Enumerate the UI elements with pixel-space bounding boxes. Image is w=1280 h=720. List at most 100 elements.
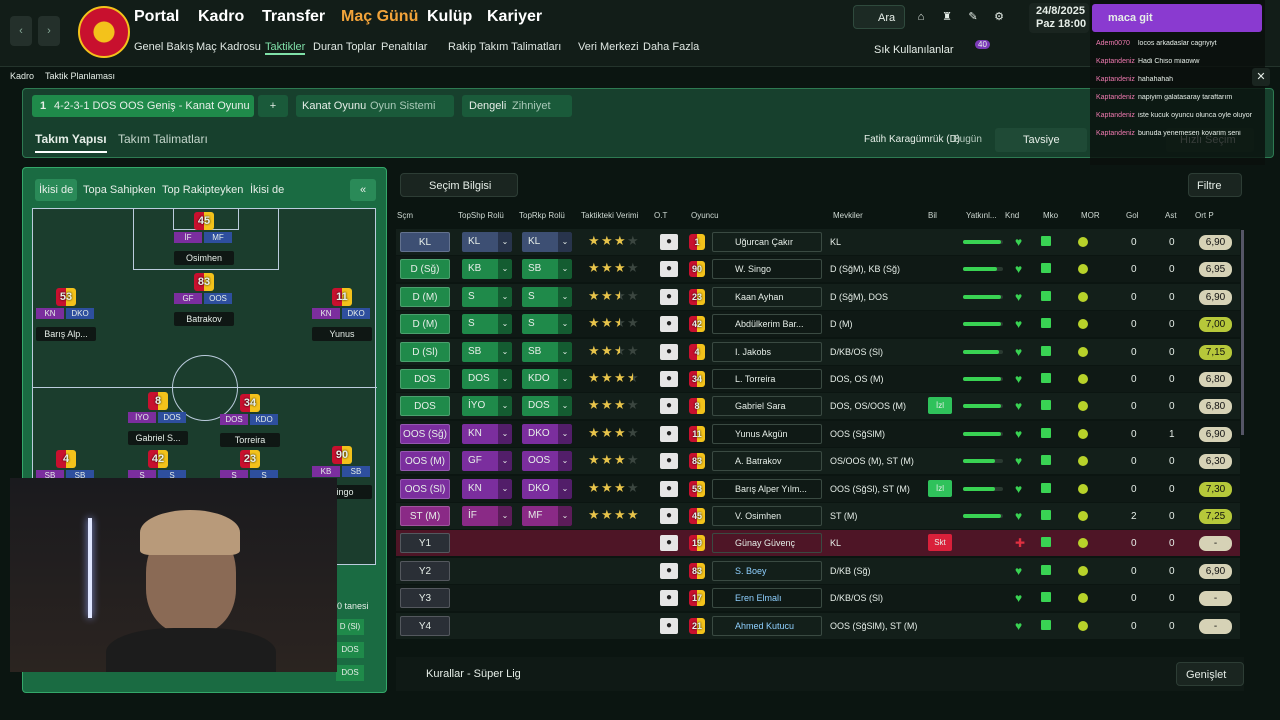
tab[interactable]: Takım Talimatları bbox=[118, 132, 208, 146]
player-icon[interactable]: ● bbox=[660, 480, 678, 497]
player-icon[interactable]: ● bbox=[660, 425, 678, 442]
column-header[interactable]: O.T bbox=[654, 211, 668, 220]
filter-button[interactable]: Filtre bbox=[1188, 173, 1242, 197]
role-select[interactable] bbox=[522, 232, 572, 252]
column-header[interactable]: Knd bbox=[1005, 211, 1020, 220]
selection-badge[interactable]: Y2 bbox=[400, 560, 450, 581]
column-header[interactable]: Bil bbox=[928, 211, 937, 220]
player-name[interactable]: Osimhen bbox=[174, 251, 234, 265]
player-icon[interactable]: ● bbox=[660, 261, 678, 278]
player-name-box[interactable] bbox=[712, 588, 822, 609]
breadcrumb[interactable]: Kadro bbox=[10, 71, 35, 81]
role-select[interactable] bbox=[462, 286, 512, 307]
player-icon[interactable]: ● bbox=[660, 562, 678, 579]
player-name-box[interactable] bbox=[712, 533, 822, 554]
menu-item[interactable]: Kulüp bbox=[427, 8, 473, 25]
selection-badge[interactable]: DOS bbox=[400, 396, 450, 417]
role-select[interactable] bbox=[522, 369, 572, 389]
player-name-box[interactable] bbox=[712, 396, 822, 417]
column-header[interactable]: Sçm bbox=[397, 211, 413, 220]
selection-info-button[interactable]: Seçim Bilgisi bbox=[400, 173, 518, 197]
submenu-item[interactable]: Rakip Takım Talimatları bbox=[448, 41, 562, 53]
player-name[interactable]: Barış Alp... bbox=[36, 327, 96, 341]
player-name-box[interactable] bbox=[712, 451, 822, 472]
role-select[interactable] bbox=[462, 341, 512, 362]
player-icon[interactable]: ● bbox=[660, 371, 678, 387]
player-icon[interactable]: ● bbox=[660, 590, 678, 607]
toolbar-icon[interactable]: ⌂ bbox=[917, 11, 925, 23]
player-shirt[interactable]: 8 bbox=[148, 392, 168, 410]
selection-badge[interactable]: Y1 bbox=[400, 533, 450, 554]
player-name[interactable]: Uğurcan Çakır bbox=[735, 237, 794, 247]
column-header[interactable]: TopRkp Rolü bbox=[519, 211, 565, 220]
menu-item[interactable]: Portal bbox=[134, 8, 180, 25]
submenu-item[interactable]: Daha Fazla bbox=[643, 41, 700, 53]
selection-badge[interactable]: DOS bbox=[400, 369, 450, 389]
player-shirt[interactable]: 42 bbox=[148, 450, 168, 468]
player-name-box[interactable] bbox=[712, 615, 822, 636]
player-name[interactable]: Torreira bbox=[220, 433, 280, 447]
player-icon[interactable]: ● bbox=[660, 617, 678, 634]
column-header[interactable]: Mko bbox=[1043, 211, 1059, 220]
column-header[interactable]: MOR bbox=[1081, 211, 1100, 220]
menu-item[interactable]: Maç Günü bbox=[341, 8, 419, 25]
role-select[interactable] bbox=[462, 396, 512, 417]
player-icon[interactable]: ● bbox=[660, 316, 678, 333]
player-shirt[interactable]: 11 bbox=[332, 288, 352, 306]
role-select[interactable] bbox=[522, 259, 572, 280]
player-icon[interactable]: ● bbox=[660, 288, 678, 305]
player-name-box[interactable] bbox=[712, 423, 822, 444]
role-select[interactable] bbox=[522, 451, 572, 472]
player-name-box[interactable] bbox=[712, 369, 822, 389]
table-row[interactable] bbox=[396, 585, 1240, 612]
player-shirt[interactable]: 34 bbox=[240, 394, 260, 412]
submenu-item[interactable]: Genel Bakış bbox=[134, 41, 194, 53]
role-select[interactable] bbox=[522, 478, 572, 499]
selection-badge[interactable]: Y3 bbox=[400, 588, 450, 609]
selection-badge[interactable]: OOS (Sğ) bbox=[400, 423, 450, 444]
table-row[interactable] bbox=[396, 612, 1240, 639]
role-select[interactable] bbox=[522, 341, 572, 362]
role-select[interactable] bbox=[522, 396, 572, 417]
toolbar-icon[interactable]: ⚙ bbox=[994, 11, 1004, 23]
pitch-filter[interactable]: İkisi de bbox=[35, 179, 78, 201]
role-select[interactable] bbox=[522, 423, 572, 444]
role-select[interactable] bbox=[522, 286, 572, 307]
player-name[interactable]: Eren Elmalı bbox=[735, 593, 782, 604]
role-select[interactable] bbox=[462, 423, 512, 444]
selection-badge[interactable]: ST (M) bbox=[400, 506, 450, 526]
player-name[interactable]: Barış Alper Yılm... bbox=[735, 483, 807, 494]
selection-badge[interactable]: D (Sğ) bbox=[400, 259, 450, 280]
player-name[interactable]: Abdülkerim Bar... bbox=[735, 319, 804, 330]
toolbar-icon[interactable]: ♜ bbox=[942, 11, 952, 23]
tab[interactable]: Takım Yapısı bbox=[35, 132, 107, 153]
menu-item[interactable]: Kadro bbox=[198, 8, 245, 25]
player-name[interactable]: Ahmed Kutucu bbox=[735, 620, 795, 631]
player-shirt[interactable]: 83 bbox=[194, 273, 214, 291]
player-name[interactable]: Gabriel S... bbox=[128, 431, 188, 445]
player-name[interactable]: Batrakov bbox=[174, 312, 234, 326]
column-header[interactable]: Mevkiler bbox=[833, 211, 863, 220]
forward-button[interactable]: › bbox=[38, 16, 60, 46]
player-shirt[interactable]: 45 bbox=[194, 212, 214, 230]
player-name-box[interactable] bbox=[712, 286, 822, 307]
player-icon[interactable]: ● bbox=[660, 508, 678, 524]
column-header[interactable]: Taktikteki Verimi bbox=[581, 211, 639, 220]
player-name-box[interactable] bbox=[712, 259, 822, 280]
column-header[interactable]: Gol bbox=[1126, 211, 1139, 220]
table-row[interactable] bbox=[396, 557, 1240, 584]
player-name-box[interactable] bbox=[712, 232, 822, 252]
role-select[interactable] bbox=[462, 506, 512, 526]
column-header[interactable]: Ast bbox=[1165, 211, 1177, 220]
player-icon[interactable]: ● bbox=[660, 343, 678, 360]
column-header[interactable]: Oyuncu bbox=[691, 211, 719, 220]
style-select[interactable] bbox=[296, 95, 454, 117]
player-name[interactable]: S. Boey bbox=[735, 565, 767, 576]
player-name[interactable]: Yunus Akgün bbox=[735, 428, 788, 439]
menu-item[interactable]: Transfer bbox=[262, 8, 326, 25]
table-row[interactable] bbox=[396, 530, 1240, 557]
player-icon[interactable]: ● bbox=[660, 535, 678, 552]
role-select[interactable] bbox=[462, 478, 512, 499]
selection-badge[interactable]: OOS (Sl) bbox=[400, 478, 450, 499]
role-select[interactable] bbox=[462, 451, 512, 472]
